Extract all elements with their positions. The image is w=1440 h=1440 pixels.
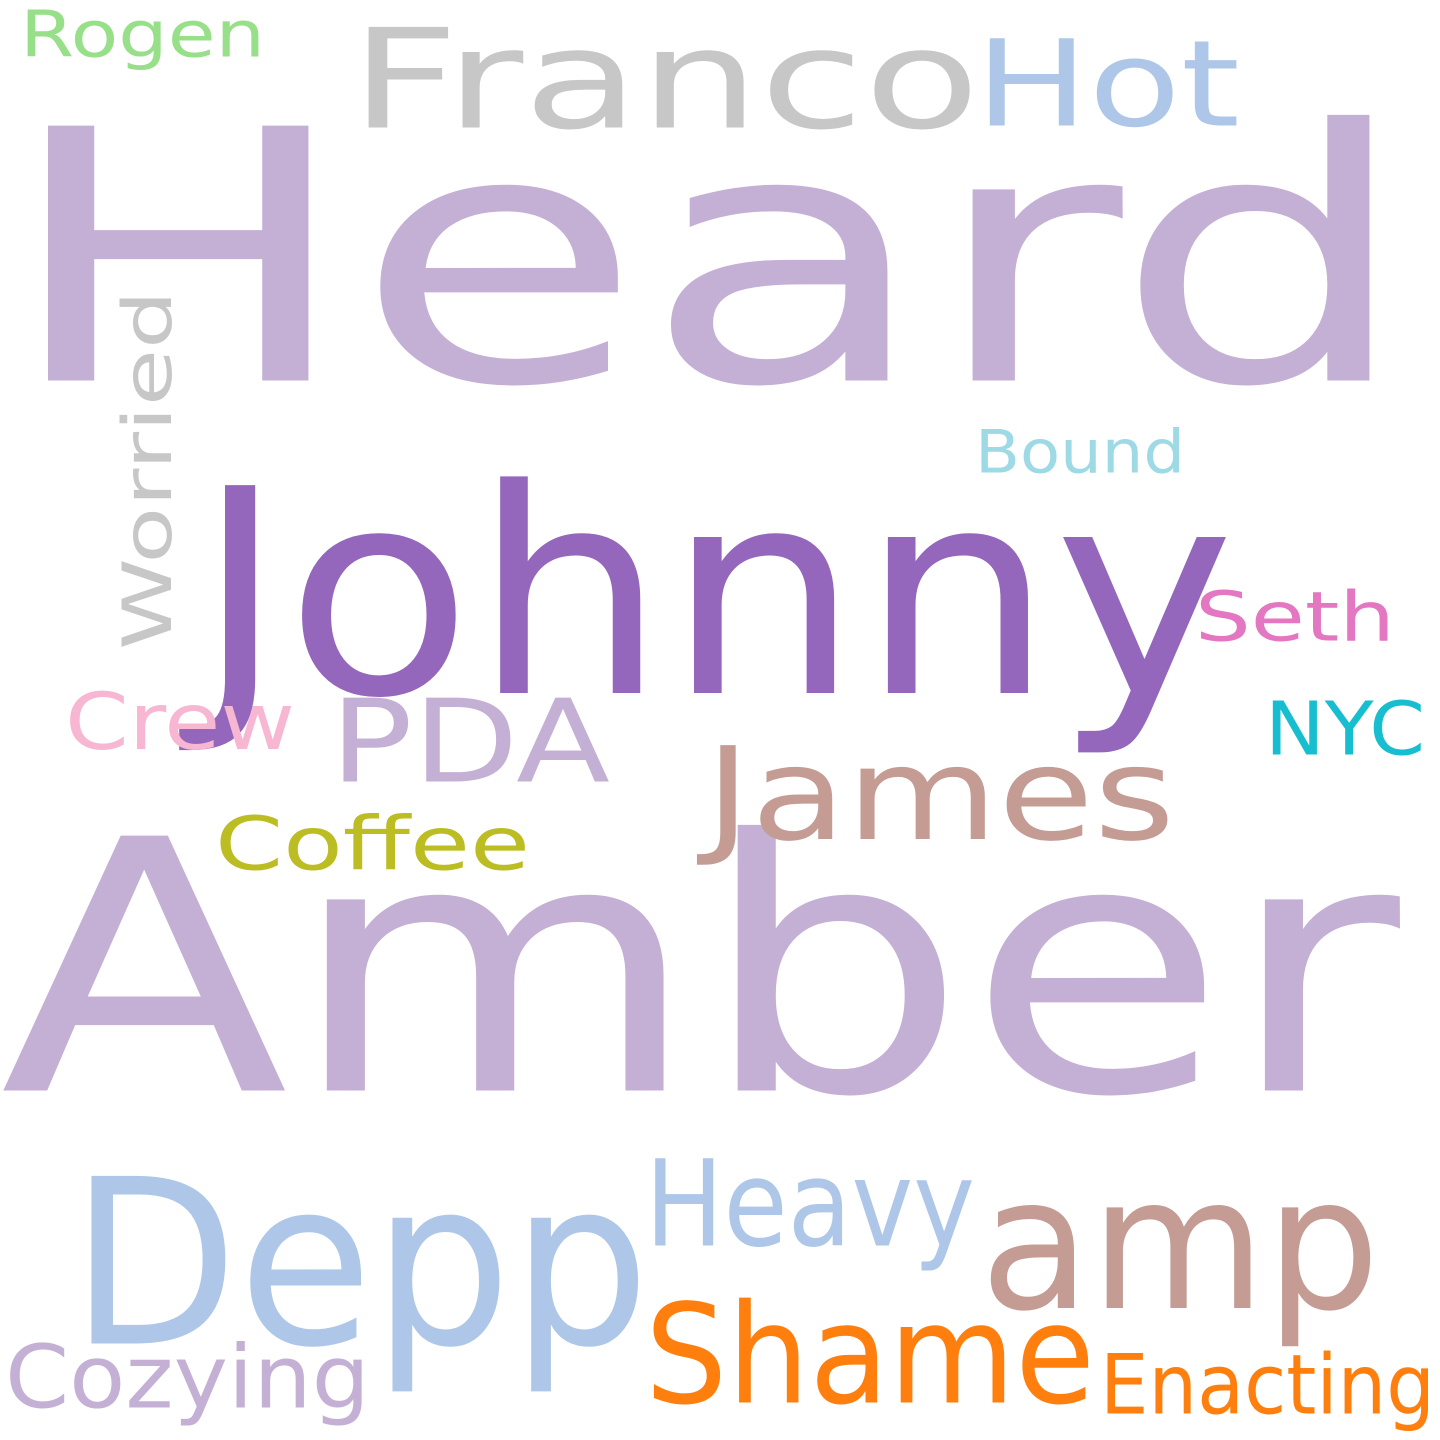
word-shame-graphic: Shame [645,1275,1095,1436]
word-cozying-graphic: Cozying [5,1327,370,1429]
word-heavy: Heavy [645,1136,975,1275]
word-heard-text: Heard [2,57,1412,464]
word-rogen-graphic: Rogen [20,0,265,73]
word-johnny-graphic: Johnny [176,429,1235,761]
word-johnny: Johnny [176,429,1235,761]
word-crew-graphic: Crew [65,677,295,768]
word-shame-text: Shame [645,1275,1095,1436]
word-amber-graphic: Amber [0,767,1405,1174]
word-crew-text: Crew [65,677,295,768]
word-bound-text: Bound [975,418,1185,488]
word-cozying: Cozying [5,1327,370,1429]
word-worried-text: Worried [108,290,187,650]
word-nyc: NYC [1265,688,1425,773]
word-rogen-text: Rogen [20,0,265,73]
word-pda-text: PDA [330,676,610,810]
word-james-text: James [697,720,1175,870]
word-coffee-text: Coffee [215,803,530,888]
word-james-graphic: James [697,720,1175,870]
word-rogen: Rogen [20,0,265,73]
word-pda-graphic: PDA [330,676,610,810]
word-franco-text: Franco [350,0,980,161]
word-seth-graphic: Seth [1195,578,1395,658]
word-coffee: Coffee [215,803,530,888]
word-hot-graphic: Hot [975,16,1240,155]
word-seth: Seth [1195,578,1395,658]
word-nyc-text: NYC [1265,688,1425,773]
word-enacting: Enacting [1100,1337,1435,1434]
word-pda: PDA [330,676,610,810]
word-seth-text: Seth [1195,578,1395,658]
word-amber: Amber [0,767,1405,1174]
word-johnny-text: Johnny [176,429,1235,761]
word-worried: Worried [108,290,187,650]
word-coffee-graphic: Coffee [215,803,530,888]
word-bound-graphic: Bound [975,418,1185,488]
word-depp-text: Depp [70,1132,650,1399]
word-amp-graphic: amp [980,1138,1380,1352]
word-bound: Bound [975,418,1185,488]
word-heavy-graphic: Heavy [645,1136,975,1275]
word-crew: Crew [65,677,295,768]
word-heavy-text: Heavy [645,1136,975,1275]
word-amp-text: amp [980,1138,1380,1352]
word-heard: Heard [2,57,1412,464]
word-nyc-graphic: NYC [1265,688,1425,773]
word-amber-text: Amber [0,767,1405,1174]
word-depp: Depp [70,1132,650,1399]
word-amp: amp [980,1138,1380,1352]
word-worried-graphic: Worried [108,290,187,650]
word-enacting-text: Enacting [1100,1337,1435,1434]
word-depp-graphic: Depp [70,1132,650,1399]
word-cozying-text: Cozying [5,1327,370,1429]
word-hot-text: Hot [975,16,1240,155]
word-shame: Shame [645,1275,1095,1436]
word-heard-graphic: Heard [2,57,1412,464]
word-franco: Franco [350,0,980,161]
word-enacting-graphic: Enacting [1100,1337,1435,1434]
word-franco-graphic: Franco [350,0,980,161]
word-james: James [697,720,1175,870]
word-hot: Hot [975,16,1240,155]
